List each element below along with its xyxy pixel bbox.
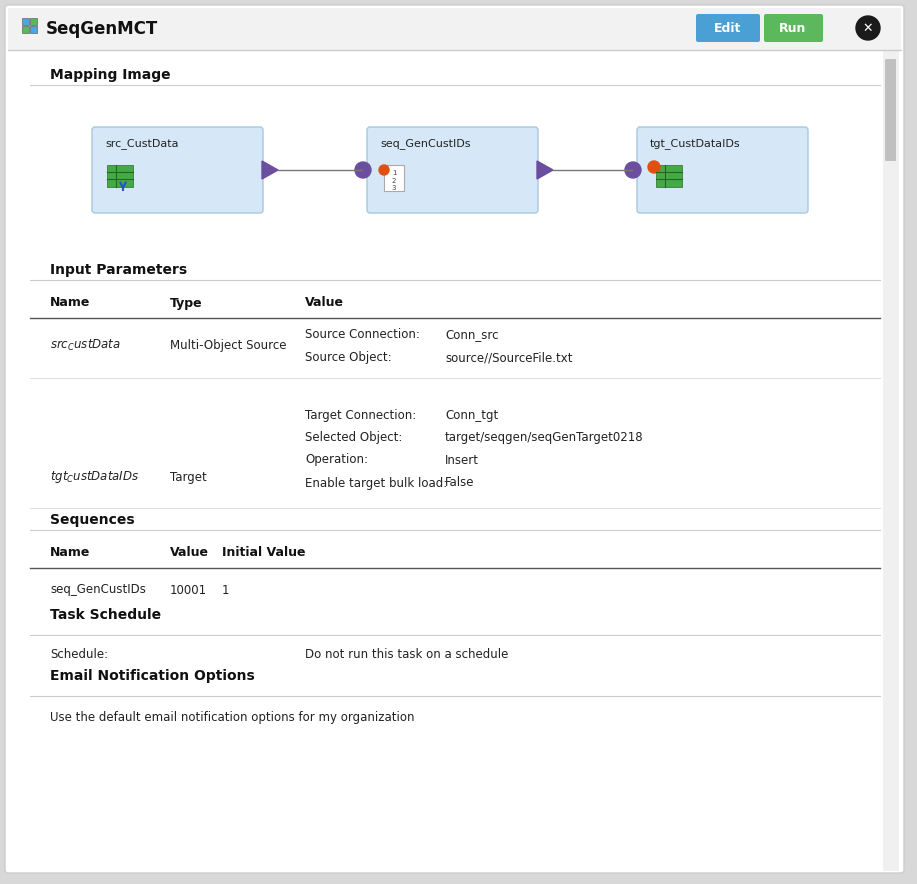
Text: Conn_src: Conn_src bbox=[445, 329, 499, 341]
Text: source//SourceFile.txt: source//SourceFile.txt bbox=[445, 352, 572, 364]
Text: Mapping Image: Mapping Image bbox=[50, 68, 171, 82]
Circle shape bbox=[856, 16, 880, 40]
Text: Do not run this task on a schedule: Do not run this task on a schedule bbox=[305, 649, 508, 661]
Text: Enable target bulk load:: Enable target bulk load: bbox=[305, 476, 447, 490]
FancyBboxPatch shape bbox=[367, 127, 538, 213]
Text: Name: Name bbox=[50, 296, 91, 309]
Circle shape bbox=[355, 162, 371, 178]
Text: Operation:: Operation: bbox=[305, 453, 368, 467]
Text: 2: 2 bbox=[392, 178, 396, 184]
Text: ✕: ✕ bbox=[863, 21, 873, 34]
Text: Edit: Edit bbox=[714, 21, 742, 34]
Text: target/seqgen/seqGenTarget0218: target/seqgen/seqGenTarget0218 bbox=[445, 431, 644, 445]
FancyBboxPatch shape bbox=[637, 127, 808, 213]
Circle shape bbox=[648, 161, 660, 173]
Text: Multi-Object Source: Multi-Object Source bbox=[170, 339, 286, 352]
Text: seq_GenCustIDs: seq_GenCustIDs bbox=[50, 583, 146, 597]
FancyBboxPatch shape bbox=[8, 8, 901, 50]
Text: 1: 1 bbox=[392, 170, 396, 176]
Text: Insert: Insert bbox=[445, 453, 479, 467]
Text: src_CustData: src_CustData bbox=[105, 139, 179, 149]
Polygon shape bbox=[537, 161, 553, 179]
Text: Use the default email notification options for my organization: Use the default email notification optio… bbox=[50, 712, 414, 725]
FancyBboxPatch shape bbox=[885, 59, 896, 161]
Text: $tgt_CustDataIDs$: $tgt_CustDataIDs$ bbox=[50, 469, 139, 485]
Text: 3: 3 bbox=[392, 185, 396, 191]
FancyBboxPatch shape bbox=[92, 127, 263, 213]
Text: Value: Value bbox=[170, 546, 209, 560]
Text: seq_GenCustIDs: seq_GenCustIDs bbox=[380, 139, 470, 149]
Text: SeqGenMCT: SeqGenMCT bbox=[46, 20, 159, 38]
Text: False: False bbox=[445, 476, 474, 490]
Text: Email Notification Options: Email Notification Options bbox=[50, 669, 255, 683]
Text: 1: 1 bbox=[222, 583, 229, 597]
Bar bbox=[30, 26, 37, 33]
Bar bbox=[22, 26, 29, 33]
Text: $src_CustData$: $src_CustData$ bbox=[50, 338, 121, 353]
Text: Sequences: Sequences bbox=[50, 513, 135, 527]
Text: Initial Value: Initial Value bbox=[222, 546, 305, 560]
Text: Source Object:: Source Object: bbox=[305, 352, 392, 364]
Text: tgt_CustDataIDs: tgt_CustDataIDs bbox=[650, 139, 741, 149]
Text: Input Parameters: Input Parameters bbox=[50, 263, 187, 277]
FancyBboxPatch shape bbox=[5, 5, 904, 873]
FancyBboxPatch shape bbox=[384, 165, 404, 191]
Text: Target Connection:: Target Connection: bbox=[305, 408, 416, 422]
Text: Source Connection:: Source Connection: bbox=[305, 329, 420, 341]
Circle shape bbox=[379, 165, 389, 175]
Text: Value: Value bbox=[305, 296, 344, 309]
FancyBboxPatch shape bbox=[696, 14, 760, 42]
FancyBboxPatch shape bbox=[656, 165, 682, 187]
Text: Type: Type bbox=[170, 296, 203, 309]
Polygon shape bbox=[262, 161, 278, 179]
Bar bbox=[30, 18, 37, 25]
Bar bbox=[22, 18, 29, 25]
FancyBboxPatch shape bbox=[764, 14, 823, 42]
Text: Target: Target bbox=[170, 470, 206, 484]
Text: Schedule:: Schedule: bbox=[50, 649, 108, 661]
Text: Run: Run bbox=[779, 21, 807, 34]
Circle shape bbox=[625, 162, 641, 178]
Text: 10001: 10001 bbox=[170, 583, 207, 597]
Text: Name: Name bbox=[50, 546, 91, 560]
Text: Task Schedule: Task Schedule bbox=[50, 608, 161, 622]
FancyBboxPatch shape bbox=[883, 51, 899, 871]
FancyBboxPatch shape bbox=[107, 165, 133, 187]
Text: Conn_tgt: Conn_tgt bbox=[445, 408, 498, 422]
Text: Selected Object:: Selected Object: bbox=[305, 431, 403, 445]
